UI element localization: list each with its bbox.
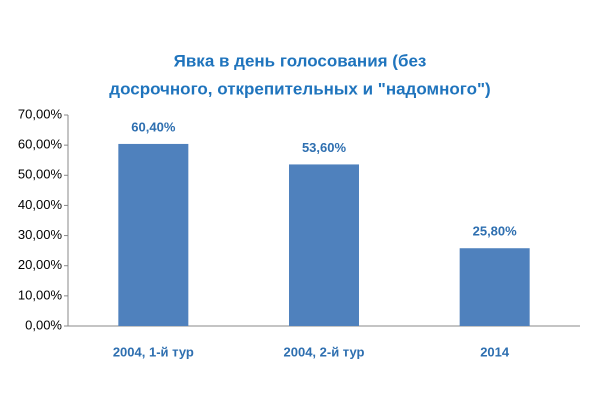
x-tick-label: 2004, 2-й тур [284,344,365,359]
bar [289,164,359,326]
bar [118,143,189,326]
value-label: 25,80% [473,224,518,239]
y-tick-label: 50,00% [18,167,63,182]
y-tick-label: 10,00% [18,287,63,302]
y-tick-label: 70,00% [18,106,63,121]
y-tick-label: 60,00% [18,137,63,152]
chart-title: Явка в день голосования (без [174,51,427,70]
y-tick-label: 40,00% [18,197,63,212]
y-tick-label: 20,00% [18,257,63,272]
x-tick-label: 2014 [480,344,510,359]
bar [459,248,530,326]
y-tick-label: 0,00% [25,317,62,332]
x-tick-label: 2004, 1-й тур [113,344,194,359]
value-label: 53,60% [302,140,347,155]
y-tick-label: 30,00% [18,227,63,242]
value-label: 60,40% [131,119,176,134]
chart-title: досрочного, открепительных и "надомного"… [109,79,490,98]
